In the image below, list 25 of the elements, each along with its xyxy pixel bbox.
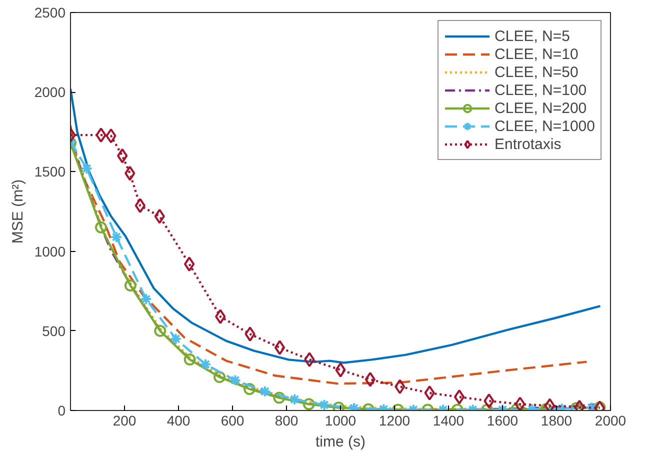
- legend-label: CLEE, N=5: [494, 27, 570, 45]
- x-axis-title: time (s): [316, 434, 366, 450]
- legend-label: CLEE, N=50: [494, 63, 578, 81]
- x-tick-label: 1800: [540, 412, 572, 428]
- legend-label: CLEE, N=200: [494, 99, 587, 117]
- y-tick-label: 500: [42, 322, 66, 339]
- legend-label: Entrotaxis: [494, 135, 562, 153]
- x-tick-label: 1400: [432, 412, 464, 428]
- x-tick-label: 1200: [378, 412, 410, 428]
- y-tick-label: 0: [58, 402, 66, 418]
- legend-label: CLEE, N=10: [494, 45, 578, 63]
- x-tick-label: 200: [112, 412, 136, 428]
- y-axis-title: MSE (m²): [9, 179, 26, 244]
- x-tick-label: 2000: [594, 412, 626, 428]
- legend-label: CLEE, N=1000: [494, 117, 595, 135]
- y-tick-label: 2500: [34, 4, 66, 20]
- x-tick-label: 1000: [324, 412, 356, 428]
- legend-label: CLEE, N=100: [494, 81, 587, 99]
- x-tick-label: 400: [166, 412, 190, 428]
- x-tick-label: 800: [274, 412, 298, 428]
- y-tick-label: 1000: [34, 243, 66, 260]
- y-tick-label: 1500: [34, 164, 66, 180]
- x-tick-label: 600: [220, 412, 244, 428]
- y-tick-label: 2000: [34, 84, 66, 100]
- x-tick-label: 1600: [486, 412, 518, 428]
